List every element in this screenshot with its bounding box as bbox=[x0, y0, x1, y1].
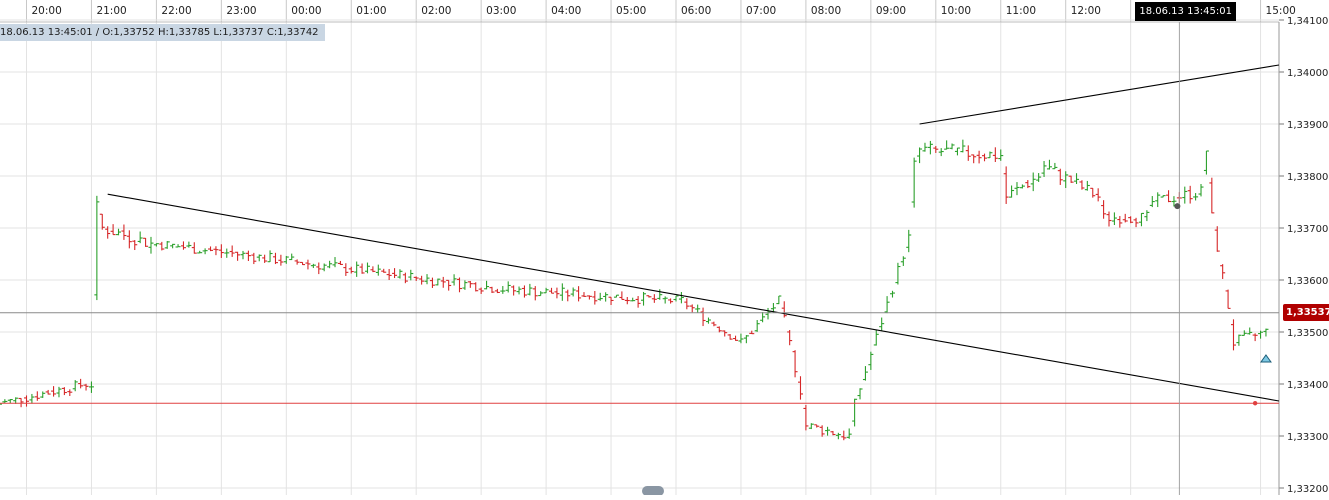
x-tick-label: 21:00 bbox=[96, 5, 126, 17]
x-tick-label: 12:00 bbox=[1071, 5, 1101, 17]
y-tick-label: 1,33200 bbox=[1287, 484, 1328, 495]
x-tick-label: 07:00 bbox=[746, 5, 776, 17]
y-tick-label: 1,33300 bbox=[1287, 432, 1328, 443]
y-tick-label: 1,33600 bbox=[1287, 276, 1328, 287]
last-price-tag: 1,33537 bbox=[1283, 304, 1329, 322]
x-tick-label: 11:00 bbox=[1006, 5, 1036, 17]
x-tick-label: 06:00 bbox=[681, 5, 711, 17]
x-tick-label: 01:00 bbox=[356, 5, 386, 17]
x-tick-label: 10:00 bbox=[941, 5, 971, 17]
scroll-handle-icon[interactable] bbox=[642, 486, 664, 496]
x-tick-label: 23:00 bbox=[226, 5, 256, 17]
x-tick-label: 08:00 bbox=[811, 5, 841, 17]
crosshair-point bbox=[1174, 203, 1181, 210]
y-tick-label: 1,33400 bbox=[1287, 380, 1328, 391]
x-tick-label: 02:00 bbox=[421, 5, 451, 17]
x-tick-label: 15:00 bbox=[1266, 5, 1296, 17]
x-tick-label: 00:00 bbox=[291, 5, 321, 17]
y-tick-label: 1,33900 bbox=[1287, 120, 1328, 131]
x-tick-label: 05:00 bbox=[616, 5, 646, 17]
x-tick-label: 03:00 bbox=[486, 5, 516, 17]
ohlc-readout: 18.06.13 13:45:01 / O:1,33752 H:1,33785 … bbox=[0, 24, 325, 41]
y-tick-label: 1,33800 bbox=[1287, 172, 1328, 183]
crosshair-time-label: 18.06.13 13:45:01 bbox=[1135, 2, 1236, 21]
x-tick-label: 22:00 bbox=[161, 5, 191, 17]
y-tick-label: 1,34100 bbox=[1287, 16, 1328, 27]
y-tick-label: 1,34000 bbox=[1287, 68, 1328, 79]
x-tick-label: 20:00 bbox=[32, 5, 62, 17]
x-tick-label: 04:00 bbox=[551, 5, 581, 17]
y-tick-label: 1,33500 bbox=[1287, 328, 1328, 339]
trendline-2[interactable] bbox=[919, 64, 1280, 125]
y-tick-label: 1,33700 bbox=[1287, 224, 1328, 235]
x-tick-label: 09:00 bbox=[876, 5, 906, 17]
alert-marker-icon[interactable] bbox=[1259, 354, 1272, 363]
trendline-1[interactable] bbox=[107, 193, 1280, 402]
reference-marker bbox=[1252, 401, 1258, 406]
